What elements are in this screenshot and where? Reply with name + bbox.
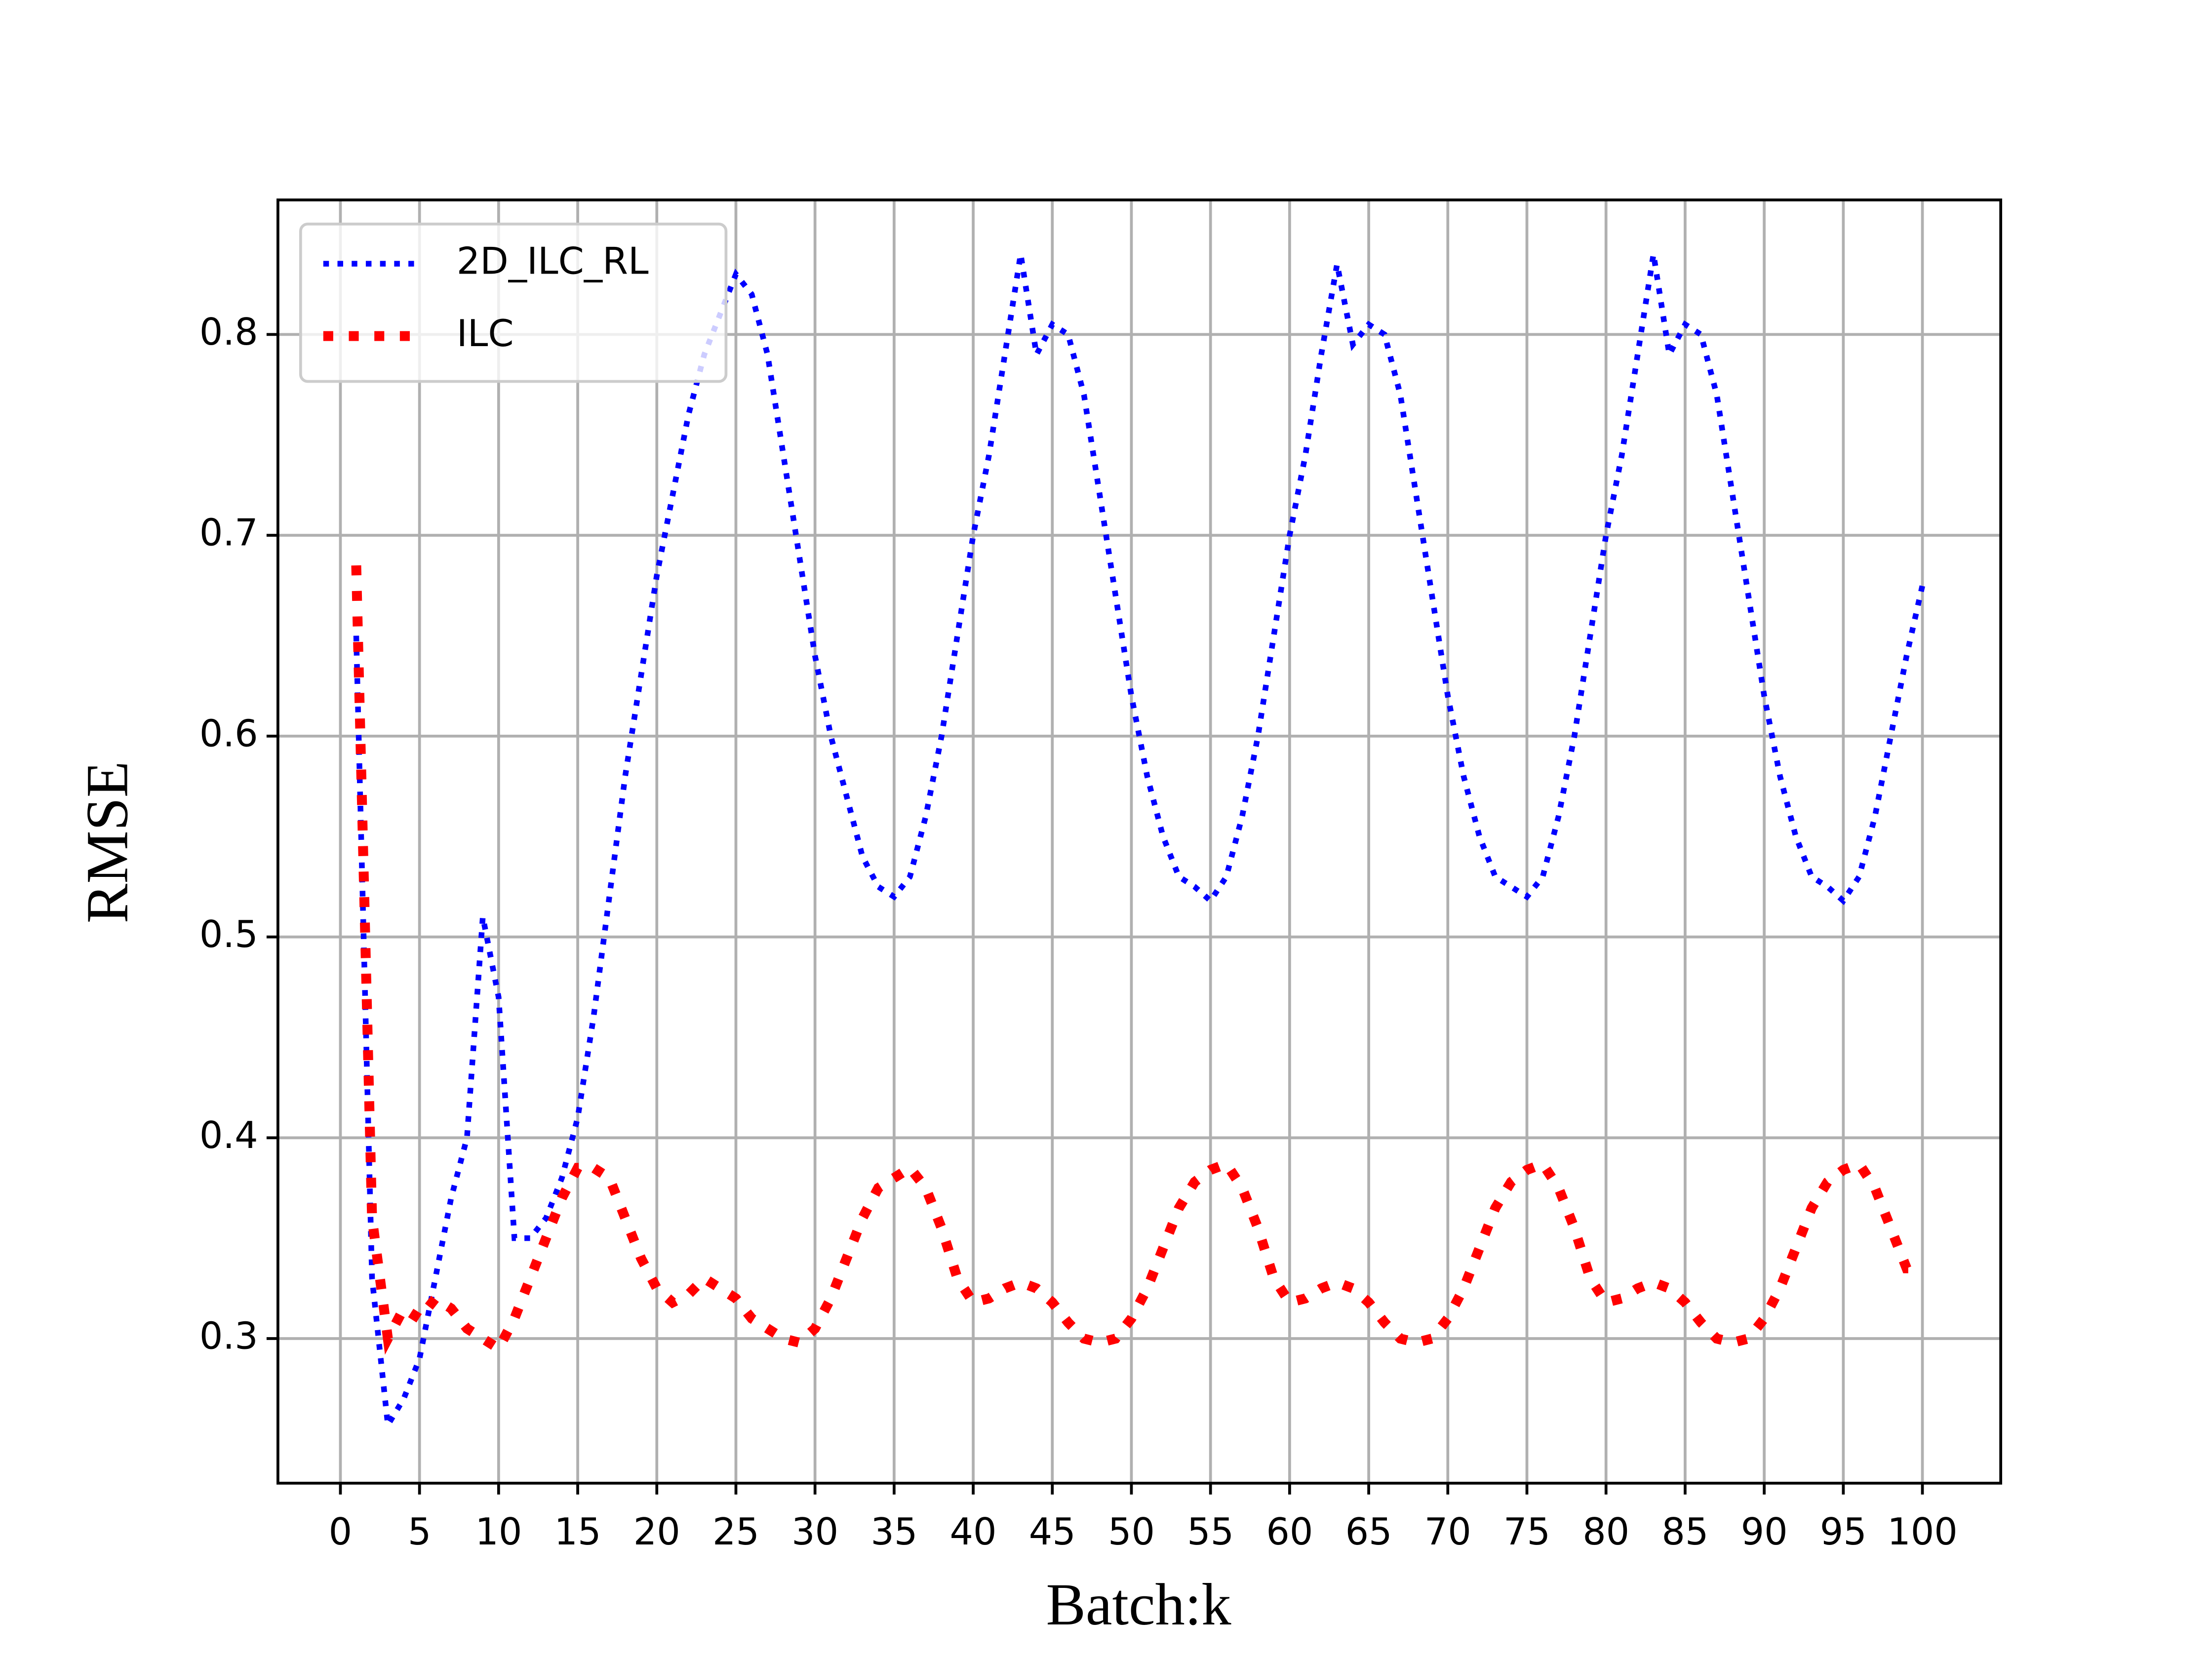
x-tick-label: 15 [554, 1510, 601, 1553]
y-tick-label: 0.8 [199, 311, 258, 354]
legend-label: ILC [457, 312, 514, 355]
x-tick-label: 70 [1424, 1510, 1471, 1553]
y-axis-label: RMSE [75, 761, 140, 923]
x-tick-label: 25 [712, 1510, 759, 1553]
x-tick-label: 75 [1503, 1510, 1550, 1553]
x-tick-label: 0 [329, 1510, 353, 1553]
legend-label: 2D_ILC_RL [457, 240, 649, 283]
x-tick-label: 65 [1345, 1510, 1392, 1553]
x-tick-label: 90 [1741, 1510, 1788, 1553]
x-tick-label: 45 [1029, 1510, 1076, 1553]
x-tick-label: 85 [1661, 1510, 1708, 1553]
y-tick-label: 0.5 [199, 913, 258, 956]
x-tick-label: 5 [408, 1510, 432, 1553]
y-tick-label: 0.6 [199, 712, 258, 755]
data-line [351, 565, 1923, 1356]
x-tick-label: 35 [870, 1510, 917, 1553]
y-tick-label: 0.3 [199, 1315, 258, 1358]
x-tick-label: 60 [1266, 1510, 1313, 1553]
legend-box [299, 222, 728, 383]
y-tick-label: 0.4 [199, 1114, 258, 1157]
x-tick-label: 95 [1820, 1510, 1867, 1553]
x-tick-label: 100 [1887, 1510, 1957, 1553]
x-tick-label: 10 [475, 1510, 522, 1553]
plot-frame [276, 198, 2002, 1485]
x-axis-label: Batch:k [1046, 1572, 1231, 1638]
x-tick-label: 55 [1187, 1510, 1234, 1553]
x-tick-label: 50 [1108, 1510, 1155, 1553]
x-tick-label: 20 [633, 1510, 680, 1553]
x-tick-label: 30 [791, 1510, 838, 1553]
x-tick-label: 80 [1582, 1510, 1629, 1553]
data-line [353, 253, 1926, 1434]
x-tick-label: 40 [950, 1510, 997, 1553]
y-tick-label: 0.7 [199, 512, 258, 554]
